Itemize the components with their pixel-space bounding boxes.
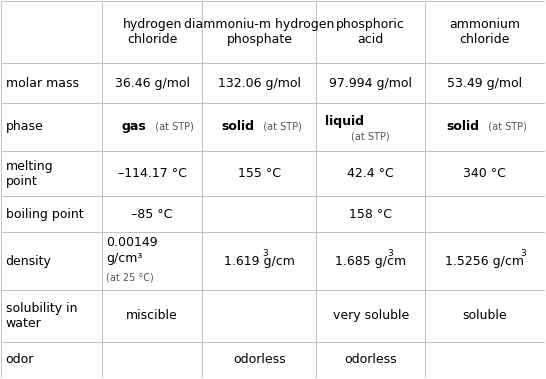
Text: diammoniu­m hydrogen
phosphate: diammoniu­m hydrogen phosphate	[184, 18, 335, 46]
Text: odorless: odorless	[345, 353, 397, 366]
Text: ammonium
chloride: ammonium chloride	[449, 18, 520, 46]
Text: odor: odor	[6, 353, 34, 366]
Text: (at STP): (at STP)	[482, 122, 527, 132]
Text: hydrogen
chloride: hydrogen chloride	[122, 18, 182, 46]
Text: 0.00149
g/cm³: 0.00149 g/cm³	[106, 236, 158, 265]
Text: 132.06 g/mol: 132.06 g/mol	[218, 77, 301, 89]
Text: 1.619 g/cm: 1.619 g/cm	[224, 255, 295, 268]
Text: 158 °C: 158 °C	[349, 208, 392, 221]
Text: –114.17 °C: –114.17 °C	[118, 167, 187, 180]
Text: 97.994 g/mol: 97.994 g/mol	[329, 77, 412, 89]
Text: 1.5256 g/cm: 1.5256 g/cm	[446, 255, 524, 268]
Text: gas: gas	[122, 120, 147, 133]
Text: soluble: soluble	[462, 309, 507, 323]
Text: miscible: miscible	[126, 309, 178, 323]
Text: 53.49 g/mol: 53.49 g/mol	[447, 77, 523, 89]
Text: 340 °C: 340 °C	[464, 167, 506, 180]
Text: (at 25 °C): (at 25 °C)	[106, 273, 154, 282]
Text: (at STP): (at STP)	[257, 122, 301, 132]
Text: melting
point: melting point	[6, 160, 54, 188]
Text: –85 °C: –85 °C	[132, 208, 173, 221]
Text: solid: solid	[221, 120, 254, 133]
Text: solid: solid	[447, 120, 479, 133]
Text: density: density	[6, 255, 52, 268]
Text: (at STP): (at STP)	[150, 122, 194, 132]
Text: molar mass: molar mass	[6, 77, 79, 89]
Text: 3: 3	[262, 249, 268, 258]
Text: 36.46 g/mol: 36.46 g/mol	[115, 77, 189, 89]
Text: phosphoric
acid: phosphoric acid	[336, 18, 405, 46]
Text: 155 °C: 155 °C	[238, 167, 281, 180]
Text: 42.4 °C: 42.4 °C	[347, 167, 394, 180]
Text: solubility in
water: solubility in water	[6, 302, 77, 330]
Text: liquid: liquid	[325, 114, 364, 128]
Text: phase: phase	[6, 120, 44, 133]
Text: (at STP): (at STP)	[352, 132, 390, 141]
Text: very soluble: very soluble	[333, 309, 409, 323]
Text: 1.685 g/cm: 1.685 g/cm	[335, 255, 406, 268]
Text: boiling point: boiling point	[6, 208, 84, 221]
Text: 3: 3	[520, 249, 526, 258]
Text: 3: 3	[388, 249, 394, 258]
Text: odorless: odorless	[233, 353, 286, 366]
